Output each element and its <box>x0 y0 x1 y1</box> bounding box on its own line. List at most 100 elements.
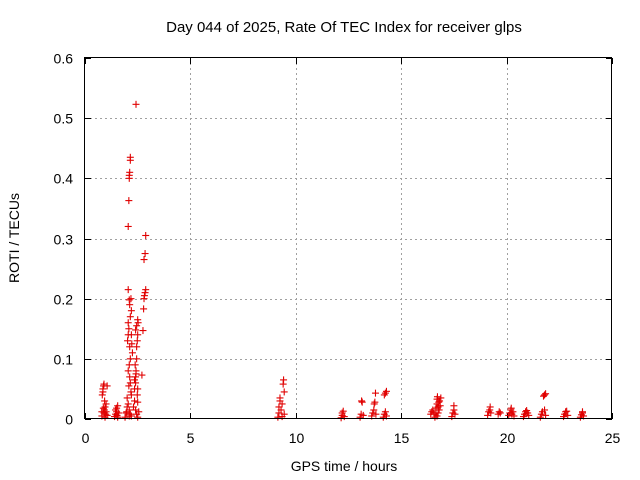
data-point <box>542 411 550 419</box>
data-point <box>126 168 134 176</box>
data-point <box>134 398 142 406</box>
data-point <box>134 385 142 393</box>
data-point <box>101 397 109 405</box>
data-point <box>436 402 444 410</box>
data-point <box>114 402 122 410</box>
data-point <box>372 410 380 418</box>
data-point <box>128 349 136 357</box>
data-point <box>132 379 140 387</box>
data-point <box>542 390 550 398</box>
data-point <box>132 326 140 334</box>
data-point <box>127 307 135 315</box>
data-point <box>359 411 367 419</box>
data-point <box>103 382 111 390</box>
data-point <box>276 394 284 402</box>
x-axis-label: GPS time / hours <box>291 458 398 474</box>
data-point <box>371 398 379 406</box>
chart-title: Day 044 of 2025, Rate Of TEC Index for r… <box>166 19 522 36</box>
data-point <box>124 319 132 327</box>
data-point <box>142 286 150 294</box>
data-point <box>124 367 132 375</box>
data-point <box>507 404 515 412</box>
data-point <box>123 408 131 416</box>
y-tick-label: 0.1 <box>54 352 74 368</box>
data-point <box>435 406 443 414</box>
y-tick-label: 0.4 <box>54 171 74 187</box>
data-point <box>142 231 150 239</box>
data-point <box>433 393 441 401</box>
data-point <box>99 385 107 393</box>
data-point <box>126 313 134 321</box>
data-point <box>382 387 390 395</box>
data-point <box>134 319 142 327</box>
y-axis-label: ROTI / TECUs <box>6 193 22 283</box>
data-points <box>98 100 588 422</box>
data-point <box>134 331 142 339</box>
data-point <box>140 292 148 300</box>
data-point <box>274 413 282 421</box>
data-point <box>451 410 459 418</box>
data-point <box>133 337 141 345</box>
data-point <box>132 370 140 378</box>
data-point <box>131 361 139 369</box>
data-point <box>371 389 379 397</box>
data-point <box>564 411 572 419</box>
x-tick-label: 5 <box>187 430 195 446</box>
data-point <box>487 409 495 417</box>
data-point <box>358 398 366 406</box>
data-point <box>381 389 389 397</box>
data-point <box>135 408 143 416</box>
data-point <box>356 413 364 421</box>
data-point <box>141 289 149 297</box>
data-point <box>134 413 142 421</box>
x-tick-label: 20 <box>500 430 516 446</box>
y-axis-tick-labels: 0 0.1 0.2 0.3 0.4 0.5 0.6 <box>54 51 74 428</box>
data-point <box>125 382 133 390</box>
data-point <box>509 408 517 416</box>
data-point <box>280 376 288 384</box>
data-point <box>126 373 134 381</box>
data-point <box>139 327 147 335</box>
data-point <box>126 153 134 161</box>
x-tick-label: 25 <box>605 430 621 446</box>
data-point <box>280 388 288 396</box>
data-point <box>132 100 140 108</box>
data-point <box>277 406 285 414</box>
data-point <box>381 408 389 416</box>
data-point <box>541 406 549 414</box>
data-point <box>127 331 135 339</box>
y-tick-label: 0.5 <box>54 111 74 127</box>
data-point <box>486 403 494 411</box>
data-point <box>125 197 133 205</box>
data-point <box>578 408 586 416</box>
data-point <box>126 355 134 363</box>
data-point <box>124 222 132 230</box>
data-point <box>98 391 106 399</box>
data-point <box>541 391 549 399</box>
data-point <box>140 256 148 264</box>
data-point <box>140 305 148 313</box>
data-point <box>127 391 135 399</box>
x-tick-label: 15 <box>394 430 410 446</box>
data-point <box>133 391 141 399</box>
data-point <box>370 400 378 408</box>
data-point <box>131 397 139 405</box>
y-tick-label: 0.2 <box>54 292 74 308</box>
data-point <box>133 322 141 330</box>
data-point <box>525 411 533 419</box>
y-tick-label: 0 <box>65 412 73 428</box>
data-point <box>138 371 146 379</box>
data-point <box>126 301 134 309</box>
data-point <box>563 407 571 415</box>
data-point <box>100 380 108 388</box>
data-point <box>379 413 387 421</box>
data-point <box>124 286 132 294</box>
data-point <box>122 409 130 417</box>
plot-frame <box>84 57 612 419</box>
data-point <box>495 408 503 416</box>
data-point <box>437 394 445 402</box>
data-point <box>102 408 110 416</box>
data-point <box>450 402 458 410</box>
data-point <box>434 409 442 417</box>
